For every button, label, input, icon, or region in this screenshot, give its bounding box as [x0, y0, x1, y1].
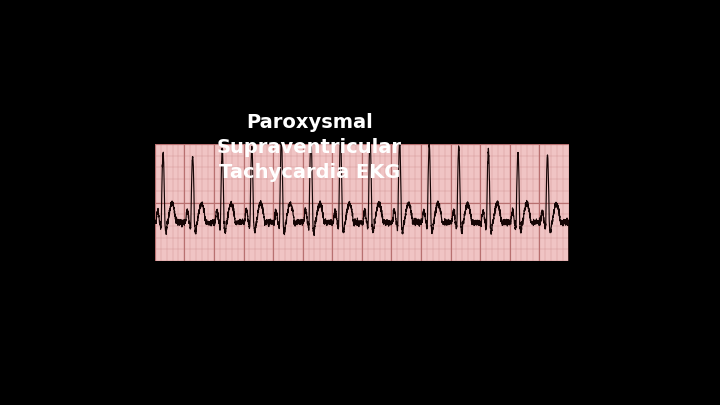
Text: Paroxysmal
Supraventricular
Tachycardia EKG: Paroxysmal Supraventricular Tachycardia …: [217, 113, 402, 182]
